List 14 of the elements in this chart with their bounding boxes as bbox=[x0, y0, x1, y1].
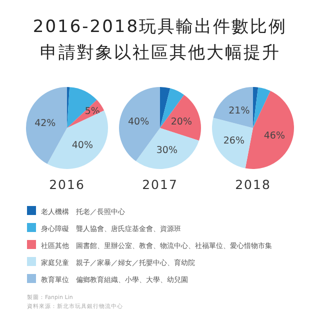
text: 2018 bbox=[235, 177, 271, 192]
data-label: 20% bbox=[170, 116, 192, 128]
data-label: 30% bbox=[156, 144, 178, 156]
text: 2016 bbox=[49, 177, 85, 192]
text: 申請對象以社區其他大幅提升 bbox=[40, 43, 280, 63]
data-label: 5% bbox=[84, 106, 100, 118]
data-label: 40% bbox=[128, 116, 150, 128]
text: 2017 bbox=[142, 177, 178, 192]
data-label: 26% bbox=[223, 136, 245, 147]
text: 2016-2018玩具輸出件數比例 bbox=[32, 17, 288, 37]
data-label: 46% bbox=[264, 130, 286, 142]
data-label: 42% bbox=[34, 118, 56, 129]
data-label: 21% bbox=[228, 106, 250, 117]
data-label: 40% bbox=[72, 140, 93, 151]
